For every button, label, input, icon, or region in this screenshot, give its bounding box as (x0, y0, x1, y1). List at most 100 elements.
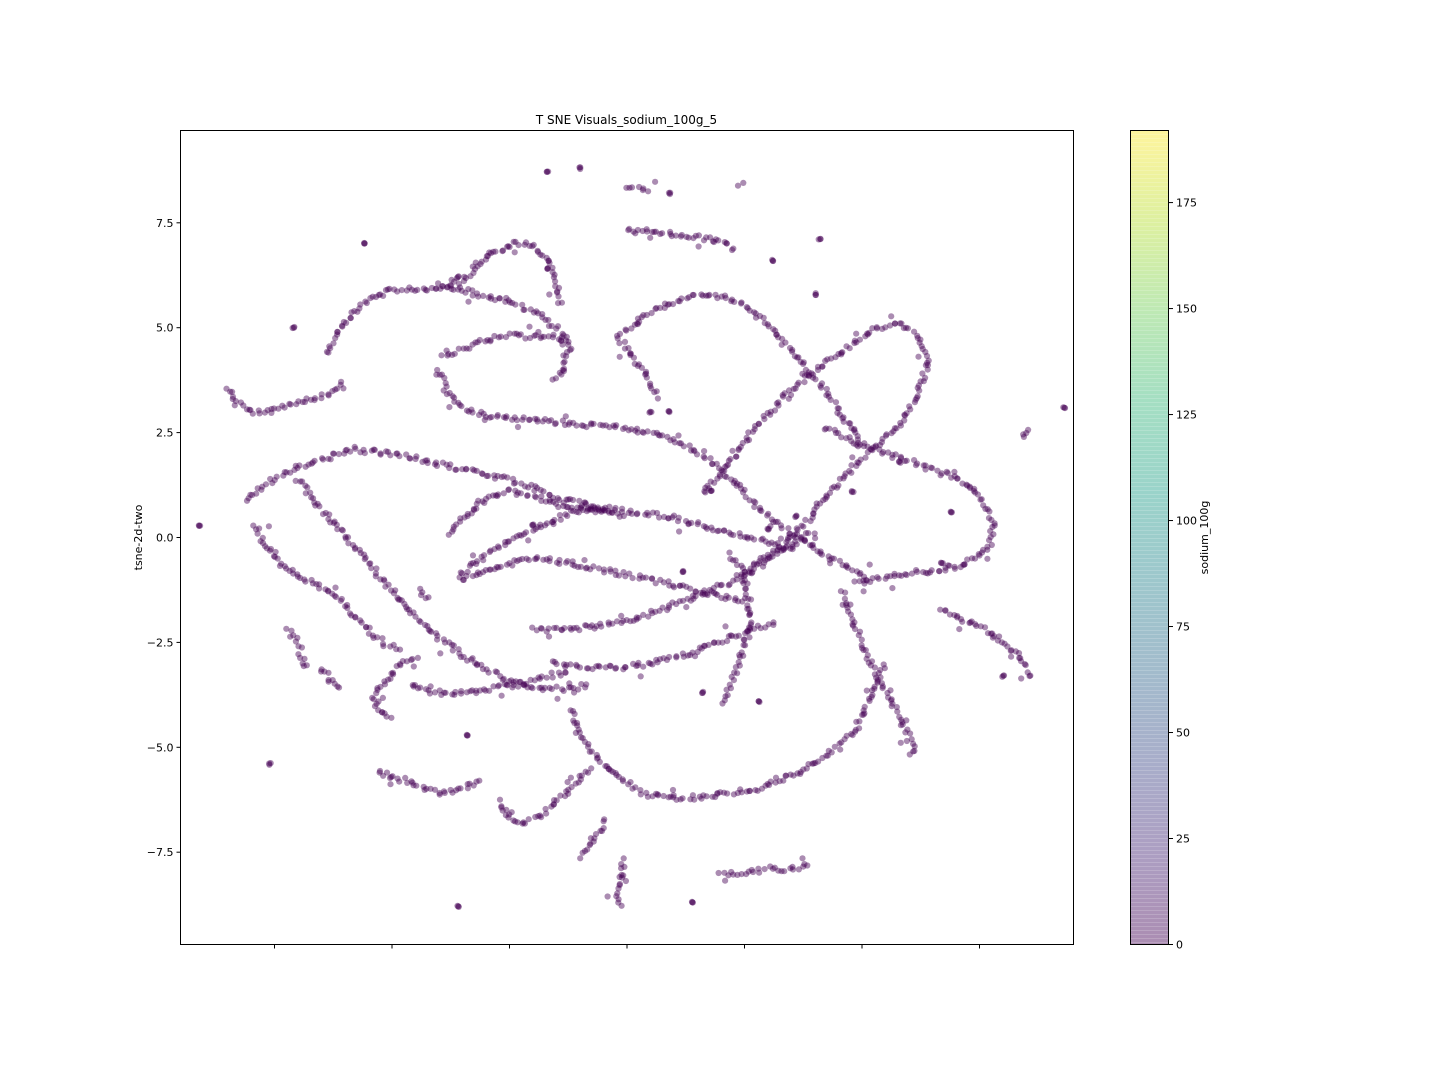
scatter-point (866, 561, 873, 568)
scatter-point (393, 450, 400, 457)
scatter-point (863, 577, 871, 584)
scatter-point (823, 392, 830, 399)
scatter-point (761, 559, 768, 566)
scatter-point (564, 558, 571, 565)
scatter-point (473, 560, 480, 568)
scatter-point (957, 564, 964, 571)
scatter-point (551, 658, 558, 666)
scatter-point (553, 325, 560, 332)
scatter-point (582, 622, 589, 629)
scatter-point (521, 306, 528, 313)
scatter-point (620, 855, 627, 862)
scatter-point (856, 571, 863, 578)
scatter-point (691, 653, 699, 660)
scatter-point (991, 520, 998, 527)
scatter-point (948, 474, 955, 481)
scatter-point (836, 475, 844, 482)
scatter-point (795, 354, 802, 361)
scatter-point (825, 393, 833, 400)
scatter-point (487, 295, 495, 302)
scatter-point (874, 679, 881, 686)
scatter-point (758, 507, 765, 515)
scatter-point (718, 467, 725, 474)
scatter-point (595, 565, 603, 572)
scatter-point (775, 867, 782, 874)
scatter-point (665, 794, 672, 801)
scatter-point (740, 580, 747, 587)
scatter-point (480, 410, 487, 417)
scatter-point (638, 314, 645, 321)
scatter-point (903, 410, 910, 417)
scatter-point (703, 234, 710, 241)
scatter-point (457, 653, 464, 661)
scatter-point (854, 459, 861, 466)
scatter-point (516, 532, 523, 539)
scatter-point (748, 866, 755, 874)
scatter-point (299, 398, 306, 406)
scatter-point (571, 710, 578, 718)
scatter-point (653, 388, 660, 395)
scatter-point (910, 748, 917, 755)
scatter-point (644, 428, 651, 435)
scatter-point (471, 467, 478, 474)
scatter-point (563, 503, 570, 511)
scatter-point (347, 315, 354, 322)
scatter-point (871, 671, 879, 678)
scatter-point (612, 504, 619, 512)
scatter-point (722, 693, 729, 700)
scatter-point (389, 669, 396, 676)
scatter-point (578, 422, 586, 429)
scatter-point (503, 681, 510, 688)
scatter-point (403, 451, 410, 458)
scatter-point (722, 295, 729, 302)
scatter-point (532, 525, 539, 533)
scatter-point (560, 332, 567, 339)
scatter-point (860, 573, 868, 580)
scatter-point (735, 659, 742, 666)
scatter-point (843, 600, 850, 607)
scatter-point (764, 321, 771, 328)
scatter-point (443, 461, 450, 468)
scatter-point (648, 575, 656, 582)
scatter-point (746, 787, 753, 795)
scatter-point (455, 785, 462, 792)
scatter-point (623, 184, 630, 191)
scatter-point (798, 534, 805, 541)
scatter-point (532, 332, 539, 339)
scatter-point (691, 796, 698, 803)
scatter-point (670, 584, 678, 591)
scatter-point (339, 527, 346, 534)
scatter-point (571, 562, 578, 569)
scatter-point (661, 300, 669, 307)
scatter-point (565, 790, 572, 797)
scatter-point (510, 535, 517, 542)
scatter-point (948, 509, 955, 516)
scatter-point (924, 366, 931, 373)
scatter-point (449, 691, 456, 698)
scatter-point (319, 456, 327, 463)
scatter-point (380, 292, 387, 299)
scatter-point (666, 301, 673, 308)
scatter-point (1016, 654, 1023, 662)
scatter-point (1024, 669, 1031, 676)
scatter-point (281, 469, 288, 476)
scatter-point (773, 331, 780, 338)
scatter-point (542, 416, 549, 423)
scatter-point (857, 456, 864, 463)
scatter-point (644, 228, 651, 235)
scatter-point (915, 382, 923, 389)
scatter-point (348, 309, 355, 316)
scatter-point (535, 674, 542, 681)
scatter-point (510, 681, 517, 689)
scatter-point (863, 655, 870, 662)
scatter-point (389, 773, 396, 780)
scatter-point (301, 576, 308, 583)
scatter-point (708, 524, 715, 531)
scatter-point (283, 625, 290, 632)
scatter-point (515, 332, 523, 339)
scatter-point (957, 616, 965, 623)
scatter-point (895, 458, 903, 466)
scatter-point (625, 781, 632, 788)
scatter-point (647, 382, 654, 389)
scatter-point (503, 561, 511, 568)
